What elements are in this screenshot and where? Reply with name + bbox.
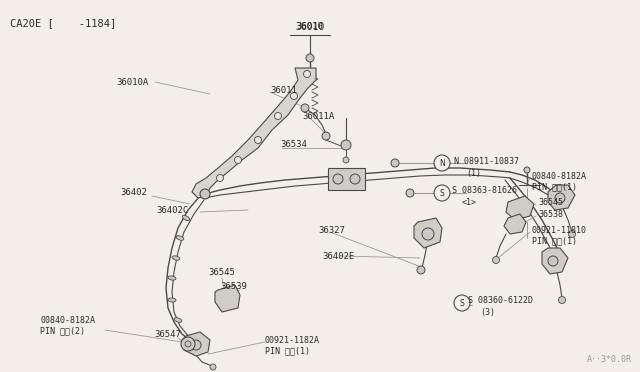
Circle shape (341, 140, 351, 150)
Circle shape (493, 257, 499, 263)
Text: PIN ピン(1): PIN ピン(1) (532, 182, 577, 191)
Ellipse shape (168, 276, 176, 280)
Text: (3): (3) (480, 308, 495, 317)
Text: 36539: 36539 (220, 282, 247, 291)
Text: N: N (439, 158, 445, 167)
Circle shape (524, 167, 530, 173)
Text: 36402C: 36402C (156, 206, 188, 215)
Ellipse shape (176, 236, 184, 240)
Circle shape (391, 159, 399, 167)
Text: PIN ピン(1): PIN ピン(1) (265, 346, 310, 355)
Text: 36010A: 36010A (116, 78, 148, 87)
Text: 36402E: 36402E (322, 252, 355, 261)
Circle shape (303, 71, 310, 77)
Ellipse shape (172, 256, 180, 260)
Circle shape (434, 185, 450, 201)
Polygon shape (328, 168, 365, 190)
Circle shape (454, 295, 470, 311)
Polygon shape (506, 196, 534, 220)
Text: 36327: 36327 (318, 226, 345, 235)
Text: 36534: 36534 (280, 140, 307, 149)
Text: 36011: 36011 (270, 86, 297, 95)
Text: 00921-1182A: 00921-1182A (265, 336, 320, 345)
Text: (1): (1) (466, 169, 481, 178)
Circle shape (234, 157, 241, 164)
Circle shape (216, 174, 223, 182)
Text: CA20E [    -1184]: CA20E [ -1184] (10, 18, 116, 28)
Circle shape (255, 137, 262, 144)
Text: S: S (460, 298, 465, 308)
Text: 36402: 36402 (120, 188, 147, 197)
Circle shape (291, 93, 298, 99)
Circle shape (422, 228, 434, 240)
Ellipse shape (168, 298, 176, 302)
Circle shape (210, 364, 216, 370)
Text: 36011A: 36011A (302, 112, 334, 121)
Ellipse shape (182, 215, 189, 221)
Circle shape (275, 112, 282, 119)
Text: N 08911-10837: N 08911-10837 (454, 157, 519, 166)
Text: S: S (440, 189, 444, 198)
Circle shape (406, 189, 414, 197)
Circle shape (333, 174, 343, 184)
Text: 36547: 36547 (154, 330, 181, 339)
Circle shape (568, 231, 575, 237)
Circle shape (559, 296, 566, 304)
Polygon shape (215, 285, 240, 312)
Text: PIN ピン(2): PIN ピン(2) (40, 326, 85, 335)
Circle shape (343, 157, 349, 163)
Circle shape (306, 54, 314, 62)
Text: A··3*0.0R: A··3*0.0R (587, 355, 632, 364)
Circle shape (350, 174, 360, 184)
Text: 36010: 36010 (296, 22, 323, 31)
Text: 36545: 36545 (538, 198, 563, 207)
Text: S 08363-81626: S 08363-81626 (452, 186, 517, 195)
Circle shape (434, 155, 450, 171)
Polygon shape (504, 214, 526, 234)
Circle shape (200, 189, 210, 199)
Text: <1>: <1> (462, 198, 477, 207)
Text: 00840-8182A: 00840-8182A (40, 316, 95, 325)
Circle shape (322, 132, 330, 140)
Circle shape (181, 337, 195, 351)
Text: S 08360-6122D: S 08360-6122D (468, 296, 533, 305)
Circle shape (185, 341, 191, 347)
Text: 36010: 36010 (295, 22, 324, 32)
Polygon shape (414, 218, 442, 248)
Text: 00840-8182A: 00840-8182A (532, 172, 587, 181)
Text: 36545: 36545 (208, 268, 235, 277)
Circle shape (555, 193, 565, 203)
Text: 36538: 36538 (538, 210, 563, 219)
Polygon shape (192, 68, 316, 198)
Circle shape (417, 266, 425, 274)
Circle shape (301, 104, 309, 112)
Circle shape (548, 256, 558, 266)
Ellipse shape (174, 318, 182, 322)
Text: 00921-11810: 00921-11810 (532, 226, 587, 235)
Polygon shape (542, 248, 568, 274)
Circle shape (191, 340, 201, 350)
Polygon shape (548, 185, 575, 210)
Polygon shape (182, 332, 210, 356)
Text: PIN ピン(1): PIN ピン(1) (532, 236, 577, 245)
